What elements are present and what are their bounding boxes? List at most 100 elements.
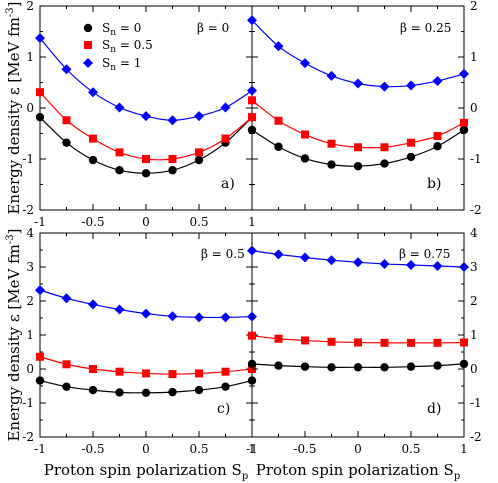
panel-a-ytick-label-3: 1 (26, 50, 34, 64)
panel-a-point-sn0-4 (141, 169, 151, 178)
panel-a-point-sn1-7 (220, 102, 231, 113)
panel-c-point-sn0-0 (35, 376, 45, 385)
panel-c-point-sn1-2 (88, 299, 98, 310)
panel-d-point-sn1-0 (247, 245, 257, 256)
panel-c-ytick-label-6: 4 (26, 226, 34, 240)
legend-marker-sn05 (84, 41, 92, 49)
panel-b-point-sn05-0 (248, 96, 256, 105)
panel-b-point-sn1-7 (432, 75, 443, 86)
panel-d-point-sn05-1 (274, 334, 283, 343)
panel-d-point-sn0-1 (274, 361, 283, 370)
panel-d-point-sn0-8 (459, 359, 469, 369)
panel-b-ytick-label-1: -1 (470, 152, 482, 166)
panel-c-point-sn1-4 (141, 308, 151, 319)
x-axis-label-left: Proton spin polarization Sp (44, 461, 248, 482)
panel-c-ytick-label-4: 2 (26, 294, 34, 308)
panel-c-point-sn1-6 (194, 312, 204, 323)
panel-a-point-sn05-7 (221, 134, 230, 143)
panel-c-label: c) (217, 401, 230, 417)
panel-b-label: b) (427, 176, 441, 192)
panel-a-point-sn05-6 (195, 148, 203, 157)
panel-d-point-sn1-1 (273, 249, 284, 260)
legend-label-sn0: Sn = 0 (102, 21, 141, 38)
panel-c-ytick-label-0: -2 (22, 430, 34, 444)
panel-d-point-sn1-6 (406, 259, 416, 270)
panel-a-point-sn1-1 (61, 64, 72, 75)
panel-a-xtick-label-1: -0.5 (81, 215, 104, 229)
panel-a-point-sn1-4 (141, 111, 151, 122)
panel-d-ytick-label-0: -2 (470, 430, 482, 444)
panel-b-point-sn1-8 (459, 68, 469, 79)
panel-d-point-sn05-2 (301, 336, 309, 345)
panel-c-point-sn1-5 (167, 311, 178, 322)
panel-d-point-sn1-8 (459, 262, 469, 272)
panel-d-point-sn1-5 (379, 258, 390, 269)
panel-a-point-sn1-0 (35, 33, 45, 44)
panel-b-point-sn05-7 (433, 132, 442, 141)
panel-a-curve-sn0 (39, 116, 253, 174)
legend-label-sn05: Sn = 0.5 (102, 38, 153, 55)
panel-c-point-sn1-1 (61, 293, 72, 304)
panel-d-point-sn0-4 (353, 363, 363, 372)
panel-c-point-sn05-1 (62, 360, 71, 369)
panel-a-curve-sn05 (39, 91, 253, 161)
panel-a-xtick-label-0: -1 (34, 215, 46, 229)
panel-d-xtick-label-4: 1 (460, 442, 468, 456)
panel-a-point-sn0-5 (168, 166, 177, 175)
panel-b-point-sn1-2 (300, 58, 310, 69)
panel-c-ytick-label-3: 1 (26, 328, 34, 342)
panel-b-point-sn05-1 (274, 116, 283, 125)
panel-b-ytick-label-4: 2 (470, 0, 478, 13)
panel-a-point-sn1-6 (194, 111, 204, 122)
panel-a-xtick-label-2: 0 (142, 215, 150, 229)
panel-b-point-sn0-5 (380, 159, 389, 168)
panel-a-point-sn05-4 (142, 155, 150, 163)
panel-d-beta: β = 0.75 (399, 247, 450, 261)
panel-d-xtick-label-1: -0.5 (293, 442, 316, 456)
panel-d-point-sn05-3 (327, 337, 336, 346)
panel-a-label: a) (221, 176, 235, 192)
y-axis-label-top: Energy density ε [MeV fm-3] (5, 1, 23, 214)
panel-b-point-sn1-3 (326, 70, 337, 81)
panel-a-point-sn05-1 (62, 116, 71, 125)
panel-d-point-sn1-2 (300, 252, 310, 263)
panel-d-ytick-label-6: 4 (470, 226, 478, 240)
panel-a-point-sn05-3 (115, 148, 124, 157)
panel-c-point-sn05-3 (115, 367, 124, 376)
panel-c-ytick-label-1: -1 (22, 396, 34, 410)
panel-d-ytick-label-2: 0 (470, 362, 478, 376)
panel-c-xtick-label-4: 1 (248, 442, 256, 456)
panel-d-xtick-label-0: -1 (246, 442, 258, 456)
panel-d-point-sn0-7 (433, 361, 442, 370)
panel-b-point-sn0-3 (327, 160, 336, 169)
panel-b-point-sn0-0 (247, 125, 257, 135)
panel-a-xtick-label-3: 0.5 (189, 215, 208, 229)
panel-a-point-sn0-0 (35, 112, 45, 122)
panel-b-point-sn0-1 (274, 142, 283, 151)
panel-b-point-sn0-8 (459, 125, 469, 135)
panel-a-point-sn0-2 (88, 155, 98, 165)
panel-d-label: d) (427, 401, 441, 417)
panel-a-point-sn1-3 (114, 102, 125, 113)
panel-d-point-sn05-7 (433, 338, 442, 347)
panel-b-point-sn1-4 (353, 78, 363, 89)
panel-d-ytick-label-5: 3 (470, 260, 478, 274)
panel-b-point-sn1-6 (406, 80, 416, 91)
panel-a-point-sn0-1 (62, 138, 71, 147)
panel-c-point-sn0-4 (141, 388, 151, 397)
panel-c-point-sn0-3 (115, 388, 124, 397)
panel-b-point-sn1-1 (273, 41, 284, 52)
panel-d-ytick-label-1: -1 (470, 396, 482, 410)
panel-d-xtick-label-3: 0.5 (401, 442, 420, 456)
panel-b-ytick-label-3: 1 (470, 50, 478, 64)
panel-c-point-sn05-2 (89, 365, 97, 373)
panel-b-point-sn0-4 (353, 161, 363, 171)
x-axis-label-right: Proton spin polarization Sp (256, 461, 460, 482)
panel-b-beta: β = 0.25 (400, 21, 451, 35)
panel-c-point-sn05-6 (195, 369, 203, 378)
panel-c-point-sn0-1 (62, 382, 71, 391)
panel-a-ytick-label-0: -2 (22, 203, 34, 217)
panel-c-ytick-label-2: 0 (26, 362, 34, 376)
y-axis-label-bottom: Energy density ε [MeV fm-3] (5, 228, 23, 441)
